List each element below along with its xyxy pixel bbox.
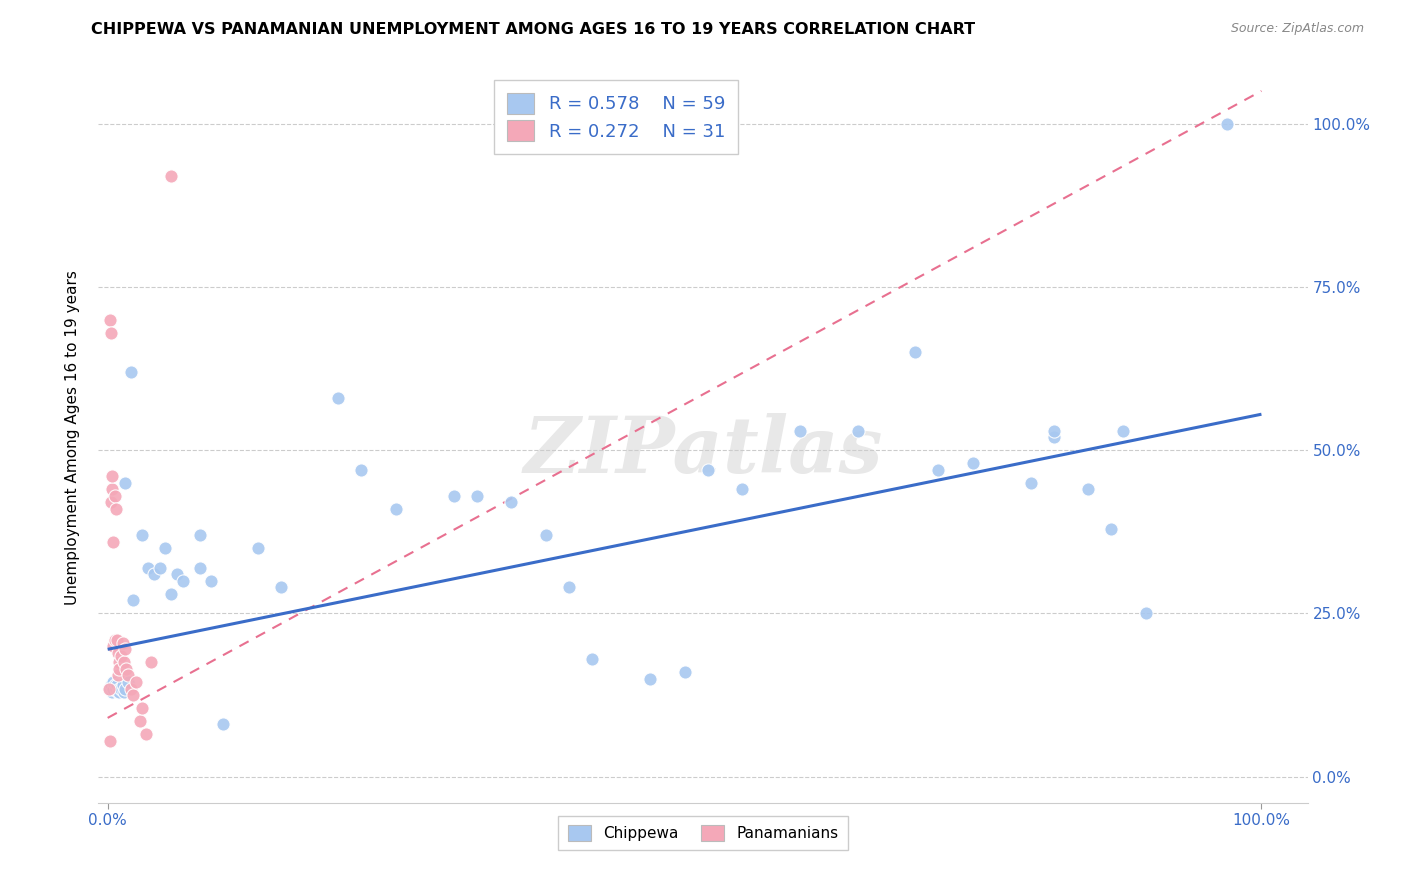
Point — [103, 681, 125, 696]
Point — [103, 639, 125, 653]
Point — [103, 632, 125, 647]
Point — [100, 326, 122, 340]
Point — [101, 685, 124, 699]
Y-axis label: Unemployment Among Ages 16 to 19 years: Unemployment Among Ages 16 to 19 years — [65, 269, 80, 605]
Point — [696, 463, 718, 477]
Point — [112, 656, 135, 670]
Point — [172, 574, 194, 588]
Point — [103, 678, 125, 692]
Point — [673, 665, 696, 680]
Point — [104, 502, 127, 516]
Point — [501, 495, 523, 509]
Point — [117, 668, 139, 682]
Point — [1112, 424, 1135, 438]
Point — [1077, 483, 1099, 497]
Point — [111, 678, 134, 692]
Point — [131, 528, 153, 542]
Point — [789, 424, 811, 438]
Point — [443, 489, 465, 503]
Point — [350, 463, 373, 477]
Legend: Chippewa, Panamanians: Chippewa, Panamanians — [558, 815, 848, 850]
Point — [465, 489, 488, 503]
Point — [904, 345, 927, 359]
Point — [101, 483, 124, 497]
Point — [131, 701, 153, 715]
Point — [1099, 521, 1122, 535]
Point — [638, 672, 661, 686]
Point — [188, 528, 211, 542]
Point — [129, 714, 152, 728]
Point — [148, 560, 170, 574]
Point — [103, 534, 125, 549]
Point — [105, 632, 128, 647]
Point — [105, 678, 128, 692]
Point — [731, 483, 754, 497]
Point — [534, 528, 557, 542]
Point — [112, 685, 135, 699]
Point — [114, 681, 136, 696]
Point — [117, 675, 139, 690]
Point — [1216, 117, 1239, 131]
Point — [846, 424, 869, 438]
Point — [120, 365, 142, 379]
Point — [122, 593, 145, 607]
Point — [125, 675, 148, 690]
Point — [98, 733, 121, 747]
Point — [166, 567, 188, 582]
Point — [962, 456, 984, 470]
Point — [97, 681, 120, 696]
Point — [1019, 475, 1042, 490]
Point — [135, 727, 157, 741]
Point — [270, 580, 292, 594]
Point — [98, 312, 121, 326]
Point — [160, 587, 183, 601]
Point — [120, 681, 142, 696]
Point — [581, 652, 603, 666]
Point — [114, 642, 136, 657]
Point — [108, 681, 131, 696]
Point — [103, 489, 125, 503]
Point — [188, 560, 211, 574]
Point — [104, 681, 127, 696]
Point — [1042, 424, 1064, 438]
Point — [212, 717, 235, 731]
Point — [122, 688, 145, 702]
Point — [385, 502, 408, 516]
Point — [1042, 430, 1064, 444]
Point — [246, 541, 269, 555]
Text: CHIPPEWA VS PANAMANIAN UNEMPLOYMENT AMONG AGES 16 TO 19 YEARS CORRELATION CHART: CHIPPEWA VS PANAMANIAN UNEMPLOYMENT AMON… — [91, 22, 976, 37]
Point — [108, 656, 131, 670]
Point — [110, 681, 132, 696]
Point — [107, 668, 129, 682]
Point — [100, 678, 122, 692]
Point — [100, 495, 122, 509]
Text: Source: ZipAtlas.com: Source: ZipAtlas.com — [1230, 22, 1364, 36]
Point — [103, 675, 125, 690]
Point — [558, 580, 581, 594]
Point — [115, 662, 138, 676]
Point — [160, 169, 183, 183]
Point — [927, 463, 949, 477]
Point — [98, 681, 121, 696]
Point — [328, 391, 350, 405]
Point — [142, 567, 165, 582]
Point — [155, 541, 177, 555]
Point — [114, 475, 136, 490]
Text: ZIPatlas: ZIPatlas — [523, 414, 883, 490]
Point — [1135, 607, 1157, 621]
Point — [101, 469, 124, 483]
Point — [111, 636, 134, 650]
Point — [107, 646, 129, 660]
Point — [200, 574, 222, 588]
Point — [107, 685, 129, 699]
Point — [136, 560, 159, 574]
Point — [108, 685, 131, 699]
Point — [108, 662, 131, 676]
Point — [141, 656, 163, 670]
Point — [110, 648, 132, 663]
